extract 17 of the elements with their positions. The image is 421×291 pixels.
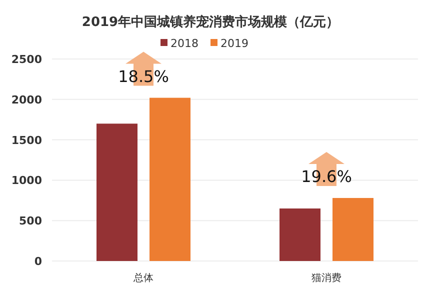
chart-title: 2019年中国城镇养宠消费市场规模（亿元） [82, 14, 340, 30]
bar [332, 198, 374, 261]
x-tick-label: 猫消费 [312, 272, 342, 284]
bar [96, 124, 138, 261]
legend-label: 2018 [170, 37, 198, 50]
bar [280, 208, 320, 261]
annotation: 19.6% [301, 166, 352, 186]
annotation: 18.5% [118, 66, 169, 86]
y-tick-label: 500 [19, 214, 42, 228]
y-tick-label: 1000 [11, 174, 42, 188]
bar [150, 98, 190, 261]
x-tick-label: 总体 [132, 272, 154, 284]
y-tick-label: 2500 [11, 53, 42, 66]
y-tick-label: 1500 [11, 134, 42, 147]
y-tick-label: 0 [34, 255, 42, 268]
legend-label: 2019 [220, 37, 248, 50]
y-tick-label: 2000 [11, 93, 42, 106]
